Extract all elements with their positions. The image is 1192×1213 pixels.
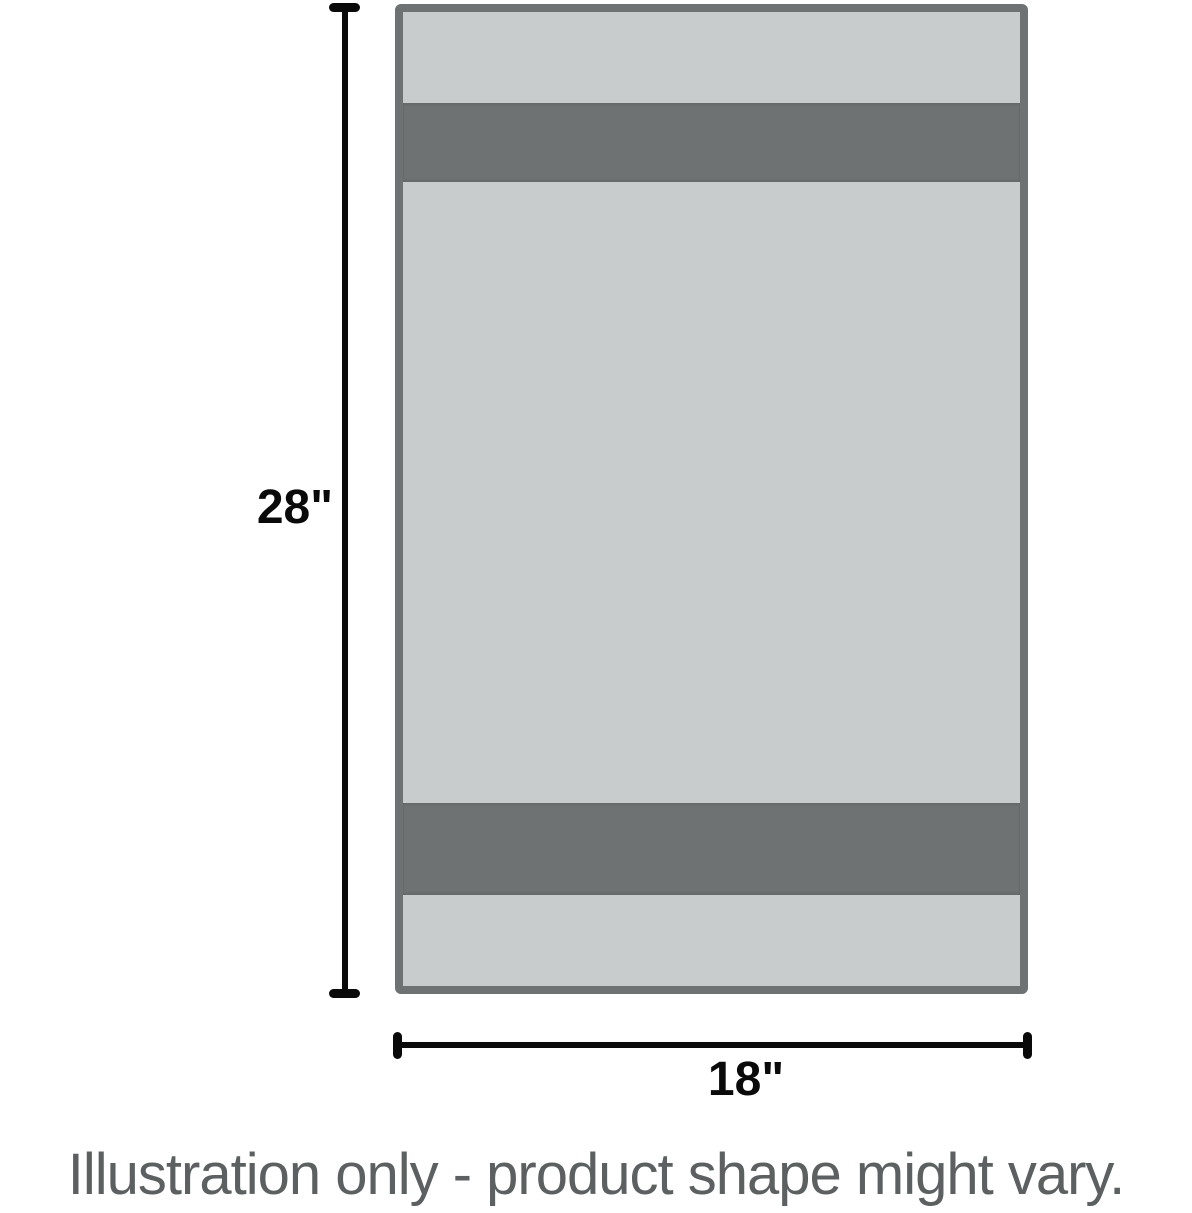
width-dimension-line [396,1042,1028,1048]
illustration-disclaimer-caption: Illustration only - product shape might … [67,1142,1125,1207]
height-dimension-cap-top [329,3,360,12]
towel-top-stripe [403,103,1020,182]
width-dimension-label: 18" [707,1053,785,1106]
towel-body [403,182,1020,803]
height-dimension-label: 28" [256,481,333,534]
height-dimension-line [342,7,348,994]
towel-bottom-stripe [403,803,1020,895]
towel-top-hem [403,12,1020,103]
width-dimension-cap-right [1023,1032,1032,1059]
towel-bottom-hem [403,895,1020,986]
towel-illustration [395,4,1028,994]
width-dimension-cap-left [393,1032,402,1059]
height-dimension-cap-bottom [329,989,360,998]
